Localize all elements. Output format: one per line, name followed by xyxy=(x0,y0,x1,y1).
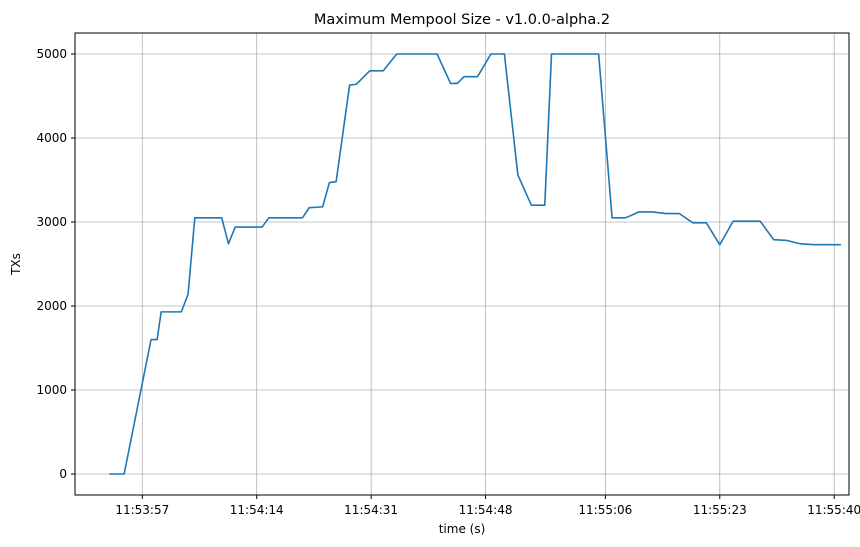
data-point xyxy=(356,84,357,85)
data-point xyxy=(706,222,707,223)
data-point xyxy=(457,83,458,84)
data-point xyxy=(665,213,666,214)
data-point xyxy=(531,205,532,206)
x-tick-label: 11:54:48 xyxy=(459,503,513,517)
data-point xyxy=(544,205,545,206)
x-tick-label: 11:54:31 xyxy=(344,503,398,517)
chart-title: Maximum Mempool Size - v1.0.0-alpha.2 xyxy=(314,12,610,28)
data-point xyxy=(157,339,158,340)
data-point xyxy=(638,211,639,212)
y-tick-label: 5000 xyxy=(36,47,67,61)
data-point xyxy=(733,221,734,222)
x-axis-title: time (s) xyxy=(439,522,486,536)
data-point xyxy=(692,222,693,223)
data-point xyxy=(786,240,787,241)
data-point xyxy=(477,76,478,77)
plot-frame xyxy=(74,32,850,496)
data-point xyxy=(840,244,841,245)
y-axis-ticks: 0 1000 2000 3000 4000 5000 xyxy=(36,47,75,481)
data-point xyxy=(396,53,397,54)
data-point xyxy=(336,181,337,182)
data-point xyxy=(124,473,125,474)
data-point xyxy=(181,311,182,312)
data-point xyxy=(827,244,828,245)
data-point xyxy=(262,226,263,227)
data-point xyxy=(187,294,188,295)
data-point xyxy=(235,226,236,227)
data-point xyxy=(221,217,222,218)
y-tick-label: 2000 xyxy=(36,299,67,313)
grid-lines xyxy=(75,33,849,495)
data-point xyxy=(194,217,195,218)
data-point xyxy=(504,53,505,54)
data-point xyxy=(773,239,774,240)
x-tick-label: 11:55:06 xyxy=(578,503,632,517)
data-point xyxy=(275,217,276,218)
x-axis-ticks: 11:53:57 11:54:14 11:54:31 11:54:48 11:55:06… xyxy=(115,495,860,517)
y-axis-title: TXs xyxy=(9,253,23,276)
data-point xyxy=(800,243,801,244)
data-point xyxy=(109,473,110,474)
y-tick-label: 3000 xyxy=(36,215,67,229)
series-line xyxy=(109,53,841,475)
y-tick-label: 1000 xyxy=(36,383,67,397)
data-point xyxy=(410,53,411,54)
x-tick-label: 11:53:57 xyxy=(115,503,169,517)
data-point xyxy=(161,311,162,312)
data-point xyxy=(463,76,464,77)
data-point xyxy=(383,70,384,71)
data-point xyxy=(490,53,491,54)
data-point xyxy=(322,206,323,207)
data-point xyxy=(652,211,653,212)
x-tick-label: 11:55:23 xyxy=(693,503,747,517)
data-point xyxy=(268,217,269,218)
y-tick-label: 4000 xyxy=(36,131,67,145)
data-point xyxy=(309,207,310,208)
data-point xyxy=(611,217,612,218)
data-point xyxy=(679,213,680,214)
data-point xyxy=(369,70,370,71)
data-point xyxy=(760,221,761,222)
data-point xyxy=(150,339,151,340)
data-point xyxy=(746,221,747,222)
data-point xyxy=(558,53,559,54)
data-point xyxy=(450,83,451,84)
x-tick-label: 11:55:40 xyxy=(807,503,860,517)
data-point xyxy=(436,53,437,54)
data-point xyxy=(598,53,599,54)
data-point xyxy=(302,217,303,218)
data-point xyxy=(551,53,552,54)
data-point xyxy=(349,84,350,85)
data-point xyxy=(719,244,720,245)
data-point xyxy=(329,182,330,183)
data-point xyxy=(625,217,626,218)
data-point xyxy=(813,244,814,245)
data-point xyxy=(585,53,586,54)
data-point xyxy=(228,243,229,244)
y-tick-label: 0 xyxy=(59,467,67,481)
data-point xyxy=(517,174,518,175)
x-tick-label: 11:54:14 xyxy=(230,503,284,517)
series-layer xyxy=(109,53,841,475)
data-point xyxy=(423,53,424,54)
